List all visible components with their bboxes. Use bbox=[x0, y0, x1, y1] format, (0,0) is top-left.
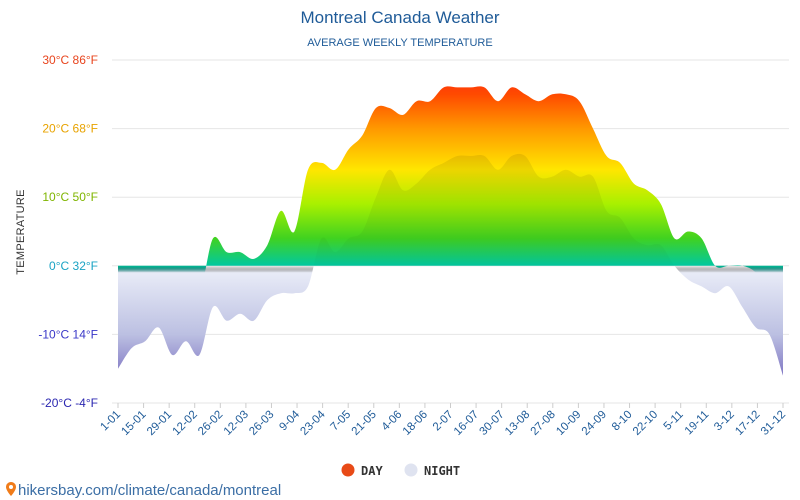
footer-link[interactable]: hikersbay.com/climate/canada/montreal bbox=[18, 482, 281, 499]
x-tick-label: 15-01 bbox=[119, 409, 148, 438]
y-axis-label: TEMPERATURE bbox=[15, 189, 27, 275]
chart-subtitle: AVERAGE WEEKLY TEMPERATURE bbox=[307, 37, 492, 49]
y-tick-label: 0°C 32°F bbox=[49, 259, 98, 273]
x-tick-label: 31-12 bbox=[759, 409, 788, 438]
plot-areas bbox=[118, 86, 783, 376]
legend: DAY NIGHT bbox=[341, 463, 460, 478]
x-tick-label: 21-05 bbox=[350, 409, 379, 438]
footer: hikersbay.com/climate/canada/montreal bbox=[6, 482, 281, 499]
x-tick-label: 27-08 bbox=[529, 409, 558, 438]
y-tick-label: -20°C -4°F bbox=[41, 396, 98, 410]
x-tick-label: 29-01 bbox=[145, 409, 174, 438]
x-tick-label: 12-03 bbox=[222, 409, 251, 438]
legend-day-marker bbox=[341, 463, 355, 477]
legend-night-marker bbox=[404, 463, 418, 477]
chart-title: Montreal Canada Weather bbox=[300, 8, 499, 27]
night-area bbox=[118, 153, 783, 376]
x-tick-label: 24-09 bbox=[580, 409, 609, 438]
x-tick-label: 17-12 bbox=[733, 409, 762, 438]
x-tick-label: 18-06 bbox=[401, 409, 430, 438]
x-tick-label: 30-07 bbox=[477, 409, 506, 438]
location-pin-icon bbox=[6, 482, 16, 496]
x-tick-label: 16-07 bbox=[452, 409, 481, 438]
x-tick-label: 19-11 bbox=[683, 409, 712, 438]
x-tick-label: 12-02 bbox=[171, 409, 200, 438]
y-tick-label: 10°C 50°F bbox=[42, 190, 98, 204]
x-tick-label: 26-02 bbox=[196, 409, 225, 438]
x-tick-label: 13-08 bbox=[503, 409, 532, 438]
x-tick-label: 23-04 bbox=[298, 408, 328, 438]
y-tick-label: -10°C 14°F bbox=[38, 327, 98, 341]
x-tick-label: 22-10 bbox=[631, 409, 660, 438]
legend-day-label: DAY bbox=[361, 464, 383, 478]
x-tick-label: 26-03 bbox=[247, 409, 276, 438]
x-tick-label: 10-09 bbox=[554, 409, 583, 438]
y-tick-labels: 30°C 86°F 20°C 68°F 10°C 50°F 0°C 32°F -10°C… bbox=[38, 53, 98, 410]
legend-night-label: NIGHT bbox=[424, 464, 460, 478]
y-tick-label: 30°C 86°F bbox=[42, 53, 98, 67]
y-tick-label: 20°C 68°F bbox=[42, 122, 98, 136]
